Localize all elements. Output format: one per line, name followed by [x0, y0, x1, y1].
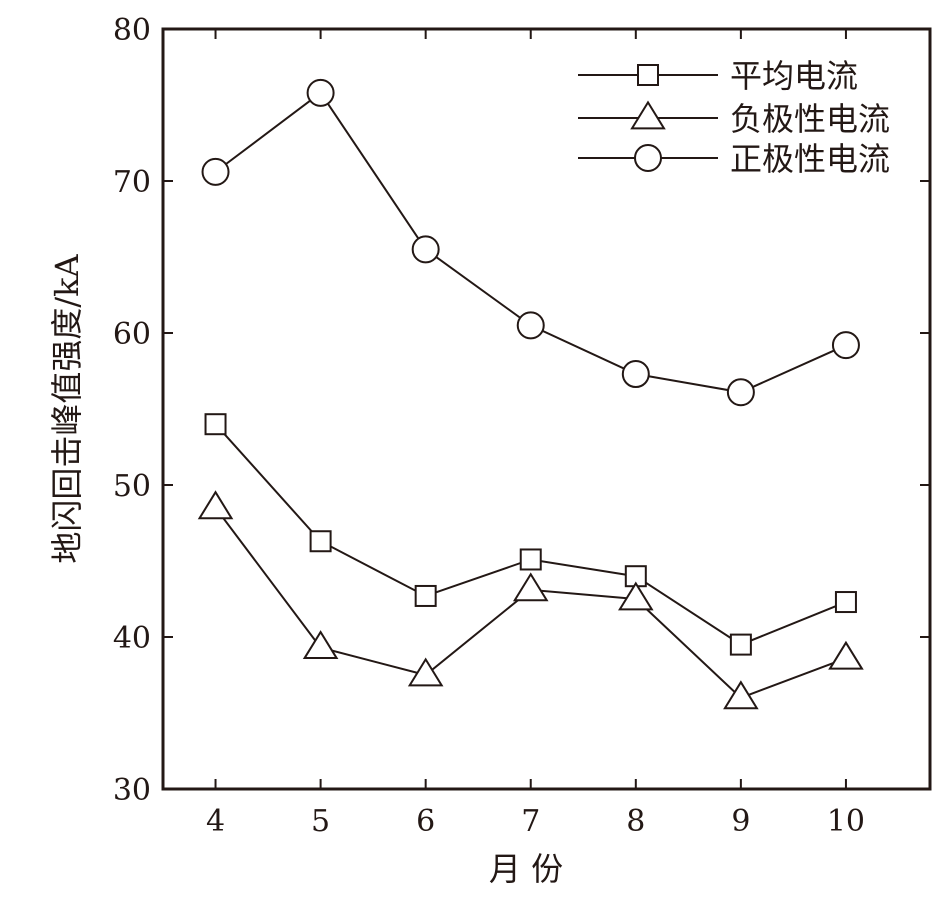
y-tick-label: 40 [113, 621, 151, 656]
y-axis: 30 40 50 60 70 80 [113, 13, 930, 808]
y-axis-title: 地闪回击峰值强度/kA [48, 253, 86, 563]
x-axis: 4 5 6 7 8 9 10 [206, 29, 865, 839]
y-tick-label: 80 [113, 13, 151, 48]
legend-label: 平均电流 [730, 57, 858, 95]
x-tick-label: 5 [311, 804, 330, 839]
x-tick-label: 4 [206, 804, 225, 839]
data-point-circle [831, 331, 860, 360]
y-tick-label: 70 [113, 165, 151, 200]
series-triangle [197, 490, 864, 710]
data-point-circle [411, 235, 440, 264]
data-point-square [729, 633, 752, 656]
data-point-triangle [828, 640, 864, 670]
data-point-triangle [407, 657, 444, 687]
x-tick-label: 8 [626, 804, 645, 839]
data-point-triangle [618, 581, 654, 611]
data-point-square [204, 413, 227, 436]
legend-marker-triangle [630, 100, 666, 130]
legend-marker-circle [634, 144, 662, 172]
data-point-square [519, 548, 542, 571]
y-tick-label: 30 [113, 773, 151, 808]
data-point-circle [516, 311, 545, 340]
legend-label: 负极性电流 [730, 100, 890, 138]
data-point-square [309, 530, 332, 553]
legend-item: 正极性电流 [578, 140, 890, 178]
series-square [204, 413, 857, 656]
series-layer [197, 78, 864, 710]
x-tick-label: 9 [731, 804, 750, 839]
legend-marker-square [637, 64, 659, 86]
series-circle [201, 78, 860, 407]
y-tick-label: 60 [113, 317, 151, 352]
x-axis-title: 月 份 [489, 850, 563, 888]
data-point-square [834, 591, 857, 614]
legend-label: 正极性电流 [730, 140, 890, 178]
y-tick-label: 50 [113, 469, 151, 504]
data-point-triangle [512, 572, 549, 602]
x-tick-label: 7 [521, 804, 540, 839]
legend-item: 平均电流 [578, 57, 858, 95]
data-point-triangle [723, 680, 759, 710]
data-point-square [414, 584, 437, 607]
data-point-circle [201, 157, 230, 186]
data-point-circle [726, 378, 755, 407]
data-point-circle [621, 360, 650, 389]
data-point-triangle [302, 630, 339, 660]
legend-item: 负极性电流 [578, 100, 890, 138]
plot-area-frame [161, 27, 932, 791]
x-tick-label: 10 [827, 804, 865, 839]
data-point-triangle [197, 490, 234, 520]
x-tick-label: 6 [416, 804, 435, 839]
data-point-circle [306, 78, 335, 107]
